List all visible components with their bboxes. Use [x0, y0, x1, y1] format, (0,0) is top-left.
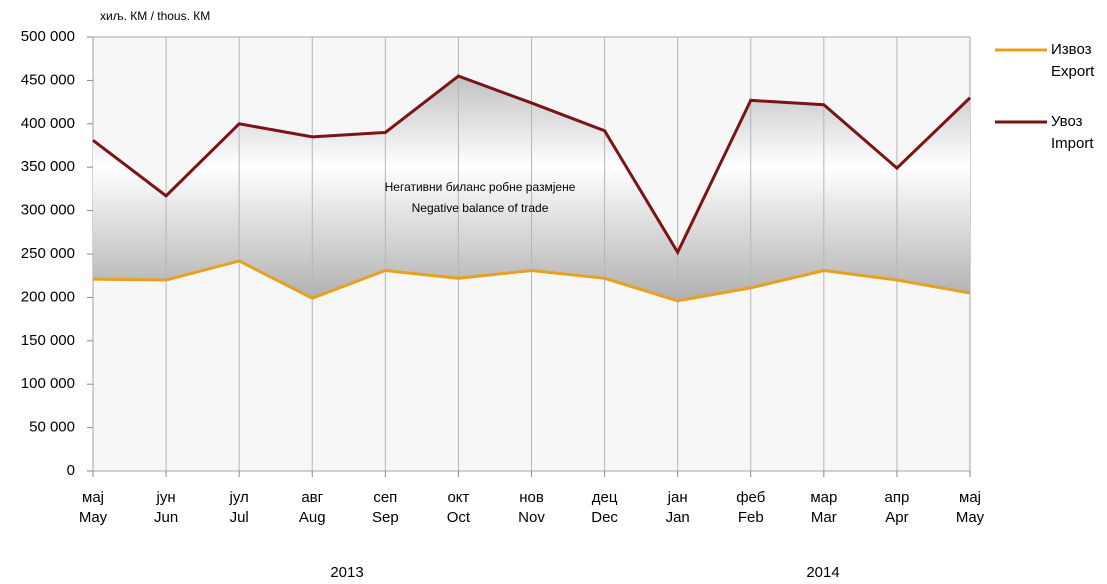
x-tick-label: Nov — [518, 509, 545, 526]
x-tick-label: феб — [736, 489, 765, 506]
x-tick-label: мар — [810, 489, 837, 506]
y-tick-label: 150 000 — [21, 332, 75, 349]
y-tick-label: 400 000 — [21, 115, 75, 132]
annotation: Negative balance of trade — [412, 201, 549, 215]
x-tick-label: Apr — [885, 509, 908, 526]
series-line — [92, 74, 972, 256]
y-tick-label: 500 000 — [21, 28, 75, 45]
y-tick-label: 450 000 — [21, 71, 75, 88]
y-tick-label: 300 000 — [21, 202, 75, 219]
x-tick-label: Dec — [591, 509, 618, 526]
x-tick-label: мај — [959, 489, 981, 506]
y-tick-label: 50 000 — [29, 419, 75, 436]
legend-label: Увоз — [1051, 113, 1083, 130]
x-tick-label: авг — [301, 489, 323, 506]
x-tick-label: дец — [592, 489, 618, 506]
series-line — [92, 259, 971, 303]
legend-label: Export — [1051, 63, 1095, 80]
x-tick-label: Oct — [447, 509, 471, 526]
year-label: 2014 — [806, 564, 839, 581]
x-tick-label: нов — [519, 489, 544, 506]
x-tick-label: јан — [667, 489, 688, 506]
background-layer — [93, 37, 970, 471]
x-tick-label: Feb — [738, 509, 764, 526]
y-tick-label: 0 — [67, 462, 75, 479]
legend-label: Import — [1051, 135, 1094, 152]
x-tick-label: Mar — [811, 509, 837, 526]
y-tick-label: 350 000 — [21, 158, 75, 175]
x-tick-label: May — [79, 509, 108, 526]
x-tick-label: апр — [885, 489, 910, 506]
x-tick-label: окт — [447, 489, 469, 506]
x-tick-label: мај — [82, 489, 104, 506]
year-label: 2013 — [330, 564, 363, 581]
x-tick-label: Jul — [230, 509, 249, 526]
y-tick-label: 200 000 — [21, 288, 75, 305]
x-tick-label: Aug — [299, 509, 326, 526]
y-tick-label: 100 000 — [21, 375, 75, 392]
x-tick-label: сеп — [373, 489, 397, 506]
legend-label: Извоз — [1051, 41, 1092, 58]
annotation: Негативни биланс робне размјене — [385, 180, 576, 194]
y-axis-unit: хиљ. КМ / thous. КМ — [100, 9, 210, 23]
x-tick-label: Jun — [154, 509, 178, 526]
x-tick-label: May — [956, 509, 985, 526]
x-tick-label: Sep — [372, 509, 399, 526]
x-tick-label: Jan — [666, 509, 690, 526]
x-tick-label: јул — [229, 489, 249, 506]
y-tick-label: 250 000 — [21, 245, 75, 262]
x-tick-label: јун — [156, 489, 176, 506]
